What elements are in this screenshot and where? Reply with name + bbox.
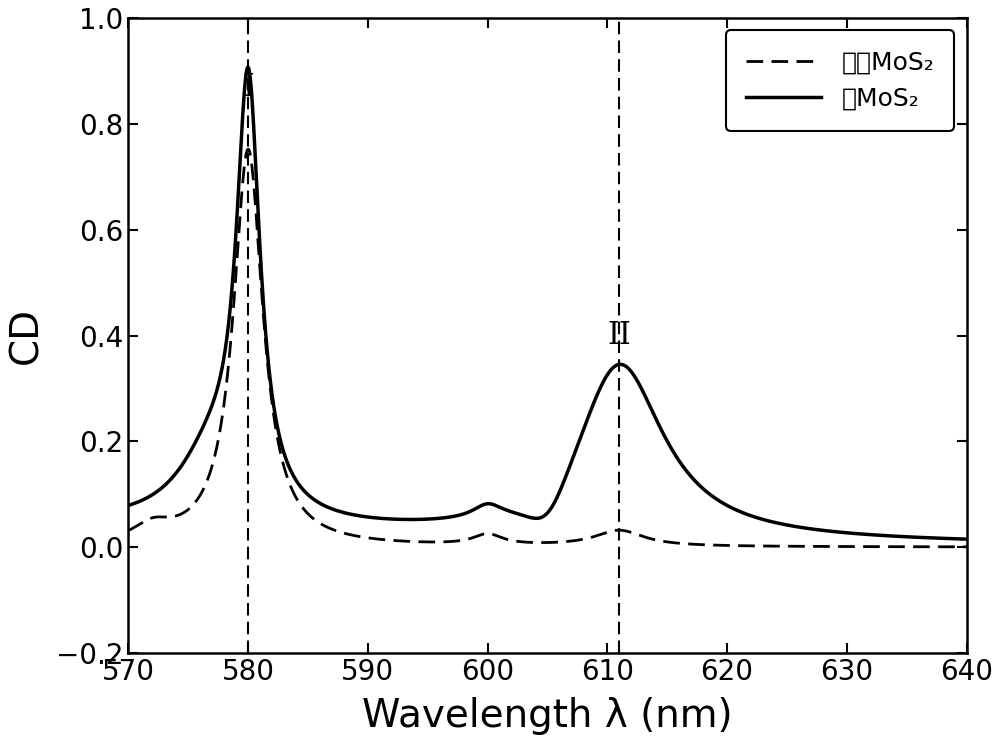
加MoS₂ [480,499,492,508]
Text: II: II [607,321,631,352]
不加MoS₂ [242,145,254,154]
加MoS₂ [444,513,456,522]
不加MoS₂ [268,413,280,421]
不加MoS₂ [961,542,973,551]
加MoS₂ [961,535,973,544]
加MoS₂ [122,501,134,510]
不加MoS₂ [854,542,866,551]
不加MoS₂ [944,542,956,551]
X-axis label: Wavelength λ (nm): Wavelength λ (nm) [362,697,733,735]
Line: 不加MoS₂: 不加MoS₂ [128,149,967,547]
不加MoS₂ [480,529,492,538]
不加MoS₂ [444,537,456,546]
加MoS₂ [944,534,956,543]
加MoS₂ [268,404,280,413]
加MoS₂ [854,530,866,539]
Y-axis label: CD: CD [7,307,45,364]
Text: I: I [242,72,254,102]
Legend: 不加MoS₂, 加MoS₂: 不加MoS₂, 加MoS₂ [726,30,954,131]
加MoS₂ [218,353,230,362]
Line: 加MoS₂: 加MoS₂ [128,68,967,539]
不加MoS₂ [218,400,230,409]
不加MoS₂ [122,526,134,535]
加MoS₂ [242,63,254,72]
